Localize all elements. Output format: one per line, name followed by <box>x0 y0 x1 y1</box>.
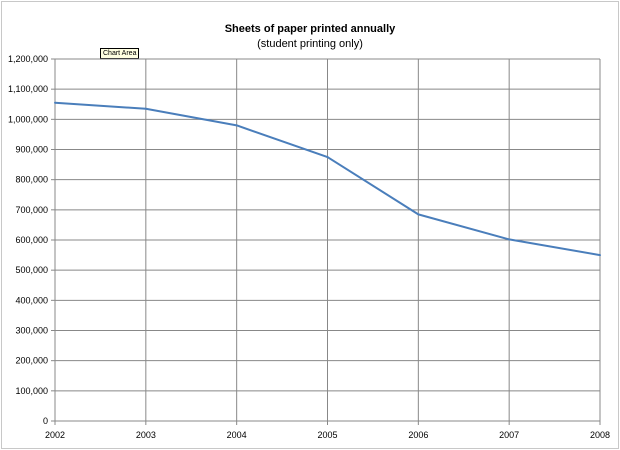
chart-title: Sheets of paper printed annually <box>224 23 396 35</box>
data-point <box>417 213 420 216</box>
data-point <box>54 101 56 104</box>
data-point <box>144 107 147 110</box>
y-tick-label: 1,100,000 <box>8 84 48 94</box>
y-tick-label: 300,000 <box>15 326 48 336</box>
data-point <box>599 254 601 257</box>
x-tick-label: 2002 <box>45 430 65 440</box>
y-tick-label: 700,000 <box>15 205 48 215</box>
gridlines <box>55 58 601 421</box>
y-tick-label: 600,000 <box>15 235 48 245</box>
y-tick-label: 400,000 <box>15 295 48 305</box>
y-tick-label: 100,000 <box>15 386 48 396</box>
data-point <box>235 124 238 127</box>
x-tick-label: 2004 <box>227 430 247 440</box>
data-point <box>326 156 329 159</box>
y-axis-labels: 0 100,000 200,000 300,000 400,000 500,000 600,… <box>8 54 48 426</box>
chart-subtitle: (student printing only) <box>257 38 363 50</box>
axes <box>51 58 601 425</box>
y-tick-label: 1,200,000 <box>8 54 48 64</box>
y-tick-label: 1,000,000 <box>8 114 48 124</box>
x-tick-label: 2006 <box>408 430 428 440</box>
y-tick-label: 500,000 <box>15 265 48 275</box>
data-point <box>508 238 511 241</box>
y-tick-label: 0 <box>43 416 48 426</box>
x-axis-labels: 2002 2003 2004 2005 2006 2007 2008 <box>45 430 610 440</box>
x-tick-label: 2007 <box>499 430 519 440</box>
x-tick-label: 2003 <box>136 430 156 440</box>
y-tick-label: 800,000 <box>15 175 48 185</box>
x-tick-label: 2008 <box>590 430 610 440</box>
x-tick-label: 2005 <box>317 430 337 440</box>
series-layer <box>54 101 601 257</box>
y-tick-label: 900,000 <box>15 145 48 155</box>
y-tick-label: 200,000 <box>15 356 48 366</box>
